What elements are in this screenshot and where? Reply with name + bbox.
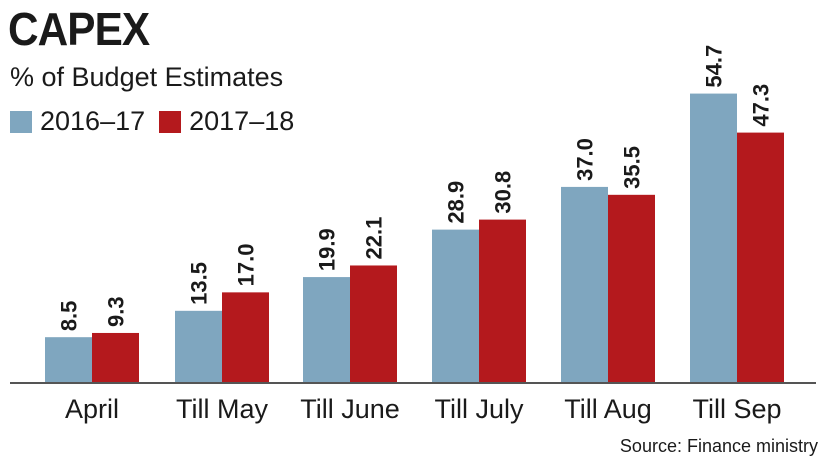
category-label-4: Till Aug xyxy=(564,394,652,424)
data-label-2017-18-0: 9.3 xyxy=(104,296,129,327)
data-label-2016-17-1: 13.5 xyxy=(187,262,212,305)
legend-swatch-2017-18 xyxy=(159,110,182,133)
bar-2017-18-5 xyxy=(737,132,784,382)
data-label-2016-17-0: 8.5 xyxy=(57,301,82,332)
data-label-2017-18-4: 35.5 xyxy=(620,146,645,189)
bar-2016-17-0 xyxy=(45,337,92,382)
category-label-2: Till June xyxy=(300,394,400,424)
bar-2016-17-4 xyxy=(561,186,608,382)
legend: 2016–17 2017–18 xyxy=(10,106,294,137)
chart-title: CAPEX xyxy=(8,3,150,55)
source-note: Source: Finance ministry xyxy=(619,436,818,456)
bar-2016-17-1 xyxy=(175,310,222,382)
data-label-2016-17-5: 54.7 xyxy=(702,45,727,88)
bar-2016-17-3 xyxy=(432,229,479,382)
legend-item-2017-18: 2017–18 xyxy=(159,106,294,137)
legend-item-2016-17: 2016–17 xyxy=(10,106,145,137)
data-label-2017-18-1: 17.0 xyxy=(234,244,259,287)
data-label-2016-17-2: 19.9 xyxy=(315,228,340,271)
data-label-2016-17-4: 37.0 xyxy=(573,138,598,181)
bar-2017-18-4 xyxy=(608,194,655,382)
data-label-2017-18-5: 47.3 xyxy=(749,84,774,127)
bar-2016-17-2 xyxy=(303,277,350,382)
bar-2017-18-1 xyxy=(222,292,269,382)
category-label-0: April xyxy=(65,394,119,424)
data-label-2016-17-3: 28.9 xyxy=(444,181,469,224)
category-label-3: Till July xyxy=(434,394,524,424)
data-label-2017-18-2: 22.1 xyxy=(362,217,387,260)
category-label-1: Till May xyxy=(176,394,268,424)
bar-2017-18-2 xyxy=(350,265,397,382)
bar-2017-18-0 xyxy=(92,332,139,382)
bar-2016-17-5 xyxy=(690,93,737,382)
legend-label-2017-18: 2017–18 xyxy=(189,106,295,136)
legend-label-2016-17: 2016–17 xyxy=(40,106,146,136)
legend-swatch-2016-17 xyxy=(10,110,32,133)
bar-2017-18-3 xyxy=(479,219,526,382)
category-label-5: Till Sep xyxy=(692,394,781,424)
data-label-2017-18-3: 30.8 xyxy=(491,171,516,214)
chart-subtitle: % of Budget Estimates xyxy=(10,62,284,92)
